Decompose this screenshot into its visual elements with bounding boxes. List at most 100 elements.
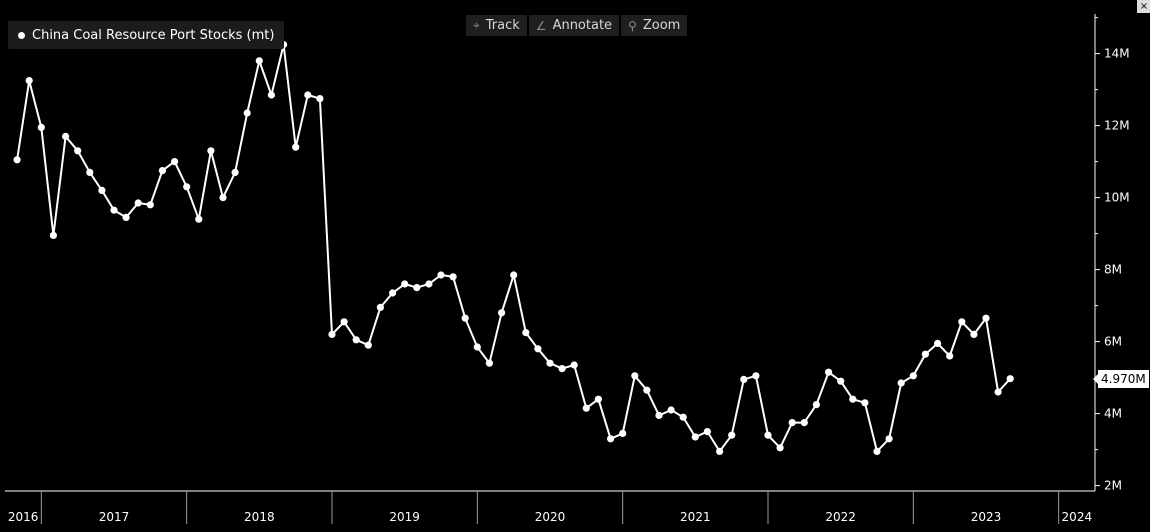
annotate-label: Annotate: [552, 18, 613, 33]
data-point: [49, 231, 58, 239]
data-point: [255, 57, 263, 65]
data-point: [667, 406, 675, 414]
y-tick-label: 14M: [1104, 47, 1130, 61]
x-tick-label: 2016: [8, 510, 39, 524]
data-point: [946, 352, 954, 360]
x-tick-label: 2019: [389, 510, 420, 524]
data-point: [243, 109, 251, 117]
data-point: [376, 303, 384, 311]
data-point: [1006, 375, 1014, 383]
y-tick-label: 2M: [1104, 479, 1122, 493]
data-point: [25, 77, 33, 85]
x-axis: 2016 2017 2018 2019 2020 2021 2022 2023 2024: [5, 490, 1095, 524]
data-point: [437, 271, 445, 279]
close-button[interactable]: ×: [1137, 0, 1150, 13]
data-point: [655, 411, 663, 419]
y-tick-label: 10M: [1104, 191, 1130, 205]
data-point: [740, 375, 748, 383]
y-tick-label: 6M: [1104, 335, 1122, 349]
last-value-label: 4.970M: [1093, 370, 1149, 388]
pencil-icon: ∠: [535, 18, 547, 33]
data-point: [473, 343, 481, 351]
data-point: [885, 435, 893, 443]
data-point: [534, 345, 542, 353]
x-tick-label: 2023: [971, 510, 1002, 524]
data-point: [352, 336, 360, 344]
data-point: [62, 132, 70, 140]
data-point: [219, 194, 227, 202]
data-point: [752, 372, 760, 380]
data-point: [328, 330, 336, 338]
data-point: [703, 428, 712, 436]
data-point: [461, 314, 469, 322]
data-point: [510, 271, 518, 279]
data-point: [340, 318, 348, 326]
data-point: [449, 273, 457, 281]
data-point: [849, 395, 857, 403]
data-point: [691, 433, 699, 441]
data-point: [158, 167, 166, 175]
y-tick-label: 12M: [1104, 119, 1130, 133]
series-line: [16, 43, 1011, 453]
data-point: [921, 350, 930, 358]
data-point: [631, 372, 639, 380]
data-point: [716, 447, 724, 455]
data-point: [267, 91, 275, 99]
data-point: [764, 431, 772, 439]
data-point: [643, 386, 651, 394]
data-point: [485, 359, 493, 367]
track-button[interactable]: ⌖ Track: [466, 15, 527, 36]
data-point: [304, 91, 312, 99]
data-point: [570, 361, 578, 369]
legend-label: China Coal Resource Port Stocks (mt): [32, 27, 275, 43]
data-point: [146, 201, 154, 209]
x-tick-label: 2018: [244, 510, 275, 524]
data-point: [546, 359, 554, 367]
data-point: [425, 280, 433, 288]
y-tick-label: 4M: [1104, 407, 1122, 421]
data-point: [873, 447, 881, 455]
y-axis: 2M 4M 6M 8M 10M 12M 14M: [1094, 14, 1130, 493]
crosshair-icon: ⌖: [473, 18, 480, 32]
data-point: [982, 314, 990, 322]
data-point: [171, 158, 179, 166]
data-point: [619, 429, 627, 437]
data-point: [934, 339, 942, 347]
data-point: [582, 404, 590, 412]
data-point: [364, 341, 372, 349]
data-point: [897, 379, 905, 387]
zoom-button[interactable]: ⚲ Zoom: [621, 15, 688, 36]
data-point: [86, 168, 94, 176]
data-point: [183, 183, 191, 191]
data-point: [207, 147, 215, 155]
x-tick-label: 2024: [1062, 510, 1093, 524]
data-point: [195, 215, 203, 223]
annotate-button[interactable]: ∠ Annotate: [528, 15, 620, 36]
data-point: [800, 419, 808, 427]
data-point: [728, 431, 736, 439]
data-point: [292, 143, 300, 151]
data-point: [909, 372, 917, 380]
data-point: [837, 377, 845, 385]
data-point: [134, 199, 142, 207]
data-point: [994, 388, 1002, 396]
y-tick-label: 8M: [1104, 263, 1122, 277]
legend: China Coal Resource Port Stocks (mt): [8, 21, 285, 49]
data-point: [861, 399, 869, 407]
data-point: [498, 309, 506, 317]
data-point: [607, 435, 615, 443]
data-point: [231, 168, 239, 176]
data-point: [558, 365, 566, 373]
data-point: [98, 186, 106, 194]
data-point: [825, 368, 833, 376]
data-point: [958, 318, 966, 326]
x-tick-label: 2021: [680, 510, 711, 524]
data-point: [37, 123, 45, 131]
magnifier-icon: ⚲: [628, 18, 637, 33]
data-point: [413, 284, 421, 292]
chart-toolbar: ⌖ Track ∠ Annotate ⚲ Zoom: [466, 15, 688, 36]
data-point: [594, 395, 603, 403]
x-tick-label: 2017: [99, 510, 130, 524]
data-point: [522, 329, 530, 337]
